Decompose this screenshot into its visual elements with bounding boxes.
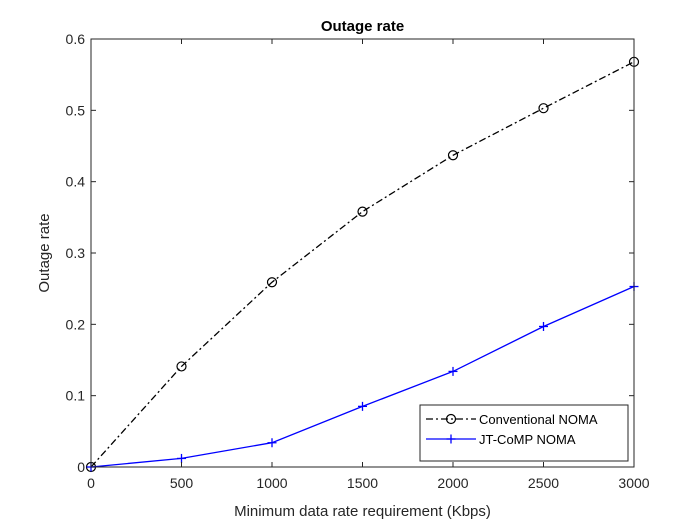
x-axis: 0 500 1000 1500 2000 2500 3000 [87, 39, 650, 491]
legend-label: JT-CoMP NOMA [479, 432, 576, 447]
series-layer [85, 56, 640, 473]
legend-entry-conventional-noma: Conventional NOMA [426, 412, 598, 427]
legend: Conventional NOMA JT-CoMP NOMA [419, 404, 629, 462]
y-tick-label: 0.1 [66, 388, 86, 404]
x-axis-label: Minimum data rate requirement (Kbps) [234, 503, 491, 520]
y-tick-label: 0.5 [66, 102, 86, 118]
x-tick-label: 500 [170, 475, 194, 491]
x-tick-label: 3000 [618, 475, 649, 491]
x-tick-label: 0 [87, 475, 95, 491]
y-tick-label: 0.4 [66, 174, 86, 190]
data-point-jt-comp-noma [448, 366, 458, 376]
data-point-conventional-noma [538, 103, 549, 114]
x-tick-label: 2500 [528, 475, 559, 491]
y-tick-label: 0.2 [66, 316, 86, 332]
y-tick-label: 0.6 [66, 31, 86, 47]
legend-entry-jt-comp-noma: JT-CoMP NOMA [426, 432, 576, 447]
series-conventional-noma [85, 56, 640, 473]
data-point-conventional-noma [176, 361, 187, 372]
legend-label: Conventional NOMA [479, 412, 598, 427]
series-line-conventional-noma [90, 61, 635, 468]
y-axis-label: Outage rate [36, 213, 53, 292]
y-tick-label: 0.3 [66, 245, 86, 261]
data-point-jt-comp-noma [358, 401, 367, 411]
data-point-jt-comp-noma [177, 453, 186, 463]
x-tick-label: 1500 [347, 475, 378, 491]
x-tick-label: 1000 [256, 475, 287, 491]
x-tick-label: 2000 [437, 475, 468, 491]
legend-box [419, 404, 629, 462]
data-point-conventional-noma [266, 277, 278, 288]
data-point-jt-comp-noma [267, 438, 277, 448]
data-point-jt-comp-noma [539, 321, 548, 331]
legend-swatch-marker [446, 434, 456, 444]
plot-area [91, 39, 634, 467]
data-point-conventional-noma [357, 206, 368, 217]
y-tick-label: 0 [77, 459, 85, 475]
legend-swatch-marker [445, 413, 457, 425]
data-point-conventional-noma [447, 150, 459, 161]
chart-title: Outage rate [321, 18, 404, 35]
y-axis: 0 0.1 0.2 0.3 0.4 0.5 0.6 [66, 31, 634, 475]
